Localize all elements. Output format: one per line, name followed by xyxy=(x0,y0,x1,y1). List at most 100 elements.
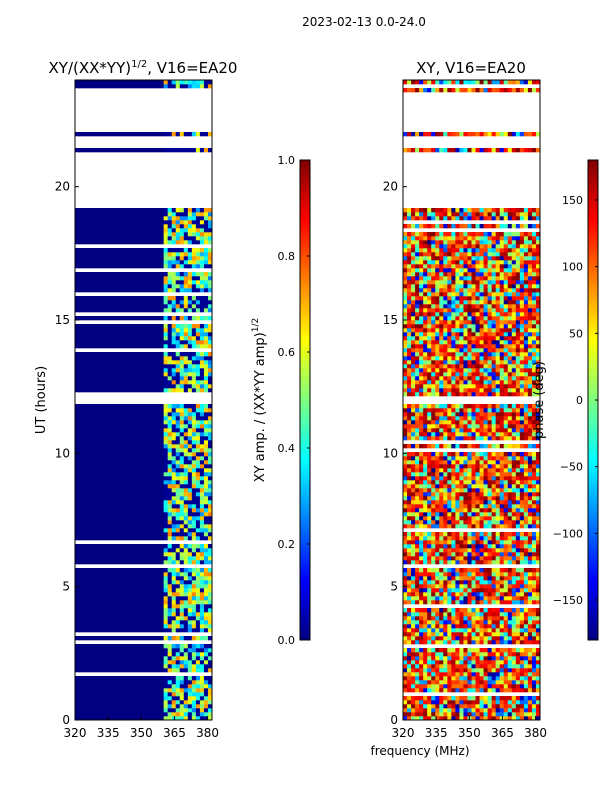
heatmap-cell xyxy=(183,228,189,233)
heatmap-cell xyxy=(123,460,128,465)
heatmap-cell xyxy=(75,580,80,585)
heatmap-cell xyxy=(467,668,473,673)
heatmap-cell xyxy=(143,332,149,337)
heatmap-cell xyxy=(91,668,96,673)
heatmap-cell xyxy=(91,612,96,617)
heatmap-cell xyxy=(159,472,165,477)
heatmap-cell xyxy=(91,444,96,449)
heatmap-cell xyxy=(115,212,120,217)
heatmap-cell xyxy=(127,496,133,501)
heatmap-cell xyxy=(107,652,112,657)
heatmap-cell xyxy=(203,668,209,673)
heatmap-cell xyxy=(99,84,104,89)
heatmap-cell xyxy=(131,628,137,633)
heatmap-cell xyxy=(135,636,141,641)
heatmap-cell xyxy=(199,284,205,289)
heatmap-cell xyxy=(199,432,205,437)
heatmap-cell xyxy=(87,664,92,669)
heatmap-cell xyxy=(147,240,153,245)
heatmap-cell xyxy=(171,316,177,321)
heatmap-cell xyxy=(203,616,209,621)
heatmap-cell xyxy=(115,464,120,469)
heatmap-cell xyxy=(135,248,141,253)
heatmap-cell xyxy=(183,668,189,673)
heatmap-cell xyxy=(87,532,92,537)
heatmap-cell xyxy=(155,132,161,137)
heatmap-cell xyxy=(95,700,100,705)
heatmap-cell xyxy=(139,684,145,689)
heatmap-cell xyxy=(119,656,124,661)
heatmap-cell xyxy=(407,640,412,645)
heatmap-cell xyxy=(123,272,128,277)
heatmap-cell xyxy=(151,544,157,549)
heatmap-cell xyxy=(475,648,481,653)
heatmap-cell xyxy=(507,640,513,645)
heatmap-cell xyxy=(159,552,165,557)
heatmap-cell xyxy=(187,476,193,481)
heatmap-cell xyxy=(203,684,209,689)
heatmap-cell xyxy=(87,548,92,553)
heatmap-cell xyxy=(115,220,120,225)
heatmap-cell xyxy=(83,464,88,469)
heatmap-cell xyxy=(83,656,88,661)
heatmap-cell xyxy=(499,636,505,641)
heatmap-cell xyxy=(115,408,120,413)
heatmap-cell xyxy=(203,296,209,301)
heatmap-cell xyxy=(459,696,465,701)
heatmap-cell xyxy=(187,592,193,597)
heatmap-cell xyxy=(119,436,124,441)
heatmap-cell xyxy=(119,300,124,305)
heatmap-cell xyxy=(407,664,412,669)
heatmap-cell xyxy=(119,676,124,681)
heatmap-cell xyxy=(79,424,84,429)
heatmap-cell xyxy=(143,664,149,669)
heatmap-cell xyxy=(123,356,128,361)
heatmap-cell xyxy=(411,672,416,677)
heatmap-cell xyxy=(103,700,108,705)
heatmap-cell xyxy=(199,220,205,225)
colorbar-tick-label: 0.4 xyxy=(278,442,296,455)
heatmap-cell xyxy=(163,236,169,241)
heatmap-cell xyxy=(495,596,501,601)
heatmap-cell xyxy=(163,544,169,549)
heatmap-cell xyxy=(451,700,456,705)
heatmap-cell xyxy=(91,428,96,433)
heatmap-cell xyxy=(423,700,428,705)
heatmap-cell xyxy=(111,420,116,425)
heatmap-cell xyxy=(79,148,84,153)
heatmap-cell xyxy=(139,664,145,669)
heatmap-cell xyxy=(187,404,193,409)
heatmap-cell xyxy=(99,496,104,501)
heatmap-cell xyxy=(167,532,173,537)
heatmap-cell xyxy=(163,528,169,533)
heatmap-cell xyxy=(75,324,80,329)
heatmap-cell xyxy=(151,444,157,449)
heatmap-cell xyxy=(439,712,444,717)
heatmap-cell xyxy=(487,612,493,617)
heatmap-cell xyxy=(459,640,465,645)
heatmap-cell xyxy=(199,656,205,661)
heatmap-cell xyxy=(159,484,165,489)
heatmap-cell xyxy=(131,612,137,617)
heatmap-cell xyxy=(419,708,424,713)
heatmap-cell xyxy=(123,488,128,493)
heatmap-cell xyxy=(119,520,124,525)
heatmap-cell xyxy=(171,280,177,285)
heatmap-cell xyxy=(151,708,157,713)
heatmap-cell xyxy=(123,664,128,669)
heatmap-cell xyxy=(107,436,112,441)
heatmap-cell xyxy=(115,472,120,477)
heatmap-cell xyxy=(103,384,108,389)
heatmap-cell xyxy=(107,368,112,373)
heatmap-cell xyxy=(91,300,96,305)
heatmap-cell xyxy=(115,520,120,525)
heatmap-cell xyxy=(155,584,161,589)
heatmap-cell xyxy=(203,604,209,609)
heatmap-cell xyxy=(139,388,145,393)
heatmap-cell xyxy=(187,628,193,633)
heatmap-cell xyxy=(415,712,420,717)
heatmap-cell xyxy=(135,300,141,305)
heatmap-cell xyxy=(115,560,120,565)
heatmap-cell xyxy=(99,332,104,337)
heatmap-cell xyxy=(503,700,509,705)
